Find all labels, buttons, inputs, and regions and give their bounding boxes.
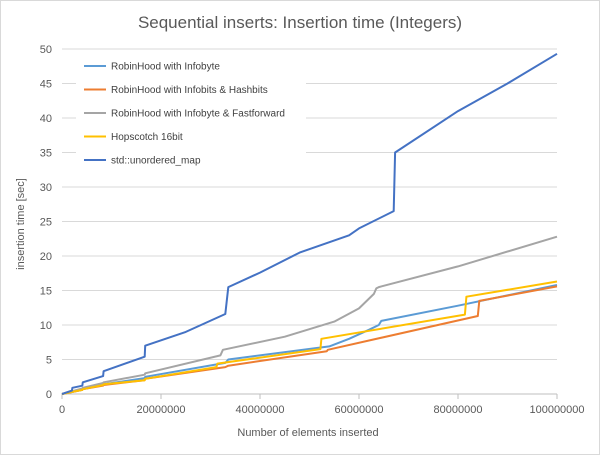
y-tick-label: 20 [40, 251, 52, 263]
legend-label-robinhood-with-infobyte: RobinHood with Infobyte [111, 62, 220, 73]
y-tick-label: 10 [40, 320, 52, 332]
legend-label-robinhood-with-infobits-hashbits: RobinHood with Infobits & Hashbits [111, 85, 268, 96]
axes: 0 5 10 15 20 25 30 35 40 45 50 0 20000000 40000000 600… [40, 44, 585, 416]
legend-label-std-unordered-map: std::unordered_map [111, 156, 201, 167]
series-line-robinhood-with-infobyte-fastforward [61, 235, 558, 395]
y-tick-label: 50 [40, 44, 52, 56]
y-tick-label: 15 [40, 286, 52, 298]
legend-label-hopscotch-16bit: Hopscotch 16bit [111, 132, 183, 143]
y-tick-label: 5 [46, 355, 52, 367]
y-tick-label: 40 [40, 113, 52, 125]
series-line-std-unordered-map [61, 52, 558, 395]
y-tick-label: 30 [40, 182, 52, 194]
y-tick-label: 25 [40, 217, 52, 229]
x-tick-label: 60000000 [335, 404, 384, 416]
x-axis-title: Number of elements inserted [237, 427, 378, 439]
series-lines [61, 52, 558, 395]
x-tick-label: 40000000 [236, 404, 285, 416]
series-line-hopscotch-16bit [61, 280, 558, 395]
x-tick-label: 80000000 [434, 404, 483, 416]
x-tick-label: 0 [59, 404, 65, 416]
y-tick-label: 35 [40, 148, 52, 160]
legend: RobinHood with Infobyte RobinHood with In… [84, 62, 285, 167]
series-line-robinhood-with-infobyte [61, 284, 558, 395]
x-tick-label: 100000000 [529, 404, 584, 416]
series-line-robinhood-with-infobits-hashbits [61, 285, 558, 395]
legend-background [76, 55, 306, 173]
y-tick-label: 0 [46, 389, 52, 401]
chart-title: Sequential inserts: Insertion time (Inte… [138, 13, 462, 32]
legend-label-robinhood-with-infobyte-fastforward: RobinHood with Infobyte & Fastforward [111, 109, 285, 120]
y-tick-label: 45 [40, 79, 52, 91]
y-axis-title: insertion time [sec] [15, 178, 27, 270]
x-tick-label: 20000000 [137, 404, 186, 416]
